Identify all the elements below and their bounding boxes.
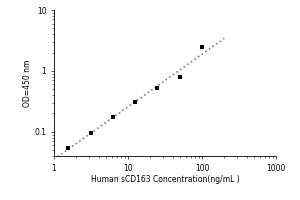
Point	[200, 45, 204, 48]
Point	[88, 132, 93, 135]
Point	[177, 76, 182, 79]
Y-axis label: OD=450 nm: OD=450 nm	[22, 59, 32, 107]
Point	[66, 146, 71, 149]
X-axis label: Human sCD163 Concentration(ng/mL ): Human sCD163 Concentration(ng/mL )	[91, 175, 239, 184]
Point	[110, 115, 115, 119]
Point	[133, 100, 138, 103]
Point	[155, 87, 160, 90]
